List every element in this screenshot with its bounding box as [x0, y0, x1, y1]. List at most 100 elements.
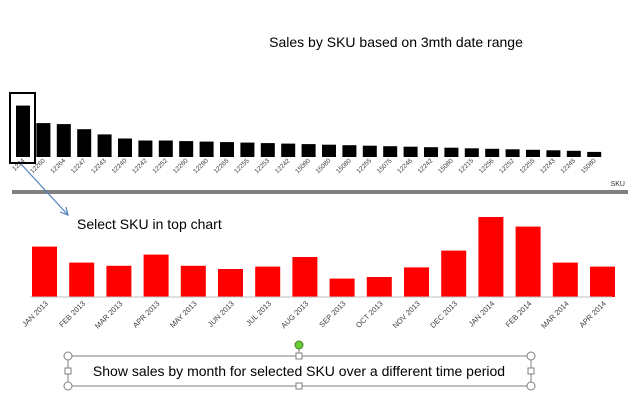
month-tick-label-4: MAY 2013: [168, 299, 199, 330]
top-tick-label-2: 12264: [49, 157, 67, 175]
top-bar-12[interactable]: [260, 143, 275, 157]
top-bar-0[interactable]: [16, 105, 30, 157]
top-tick-label-18: 15075: [376, 157, 394, 175]
top-tick-label-4: 12243: [90, 157, 108, 175]
top-tick-label-15: 15080: [315, 157, 333, 175]
top-bar-14[interactable]: [301, 144, 316, 157]
sku-selection-box[interactable]: [9, 92, 36, 164]
top-bar-5[interactable]: [118, 138, 132, 158]
top-bar-13[interactable]: [281, 143, 296, 157]
month-tick-label-7: AUG 2013: [279, 299, 310, 330]
month-tick-label-2: MAR 2013: [93, 299, 124, 330]
month-bar-3[interactable]: [143, 254, 169, 297]
top-bar-8[interactable]: [179, 141, 194, 157]
top-bar-25[interactable]: [526, 149, 540, 157]
top-bar-19[interactable]: [403, 146, 418, 157]
month-bar-12[interactable]: [478, 217, 504, 297]
resize-handle-bottom-right[interactable]: [526, 381, 536, 391]
chart-divider: [12, 190, 628, 194]
top-bar-16[interactable]: [342, 145, 357, 157]
month-bar-9[interactable]: [366, 277, 392, 297]
month-bar-7[interactable]: [292, 257, 318, 297]
month-bar-1[interactable]: [69, 262, 95, 297]
top-bar-9[interactable]: [199, 141, 214, 157]
top-tick-label-17: 12255: [355, 157, 373, 175]
top-bar-18[interactable]: [383, 146, 398, 157]
top-chart-xaxis-label: SKU: [611, 181, 625, 188]
top-bar-21[interactable]: [444, 147, 459, 157]
top-tick-label-10: 12265: [213, 157, 231, 175]
top-bar-22[interactable]: [464, 148, 479, 157]
top-tick-label-6: 12242: [131, 157, 149, 175]
top-tick-label-0: 1224: [11, 157, 26, 172]
top-bar-20[interactable]: [424, 147, 438, 157]
top-bar-7[interactable]: [158, 140, 173, 158]
top-bar-6[interactable]: [138, 140, 153, 158]
top-bar-1[interactable]: [36, 123, 51, 157]
top-tick-label-16: 15080: [335, 157, 353, 175]
month-bar-0[interactable]: [32, 246, 57, 297]
month-bar-15[interactable]: [590, 266, 615, 297]
top-bar-27[interactable]: [566, 150, 581, 157]
month-bar-8[interactable]: [329, 278, 355, 297]
top-bar-2[interactable]: [56, 124, 71, 157]
month-tick-label-3: APR 2013: [131, 299, 162, 330]
month-tick-label-8: SEP 2013: [317, 299, 347, 329]
top-bar-17[interactable]: [362, 145, 377, 157]
resize-handle-right[interactable]: [527, 367, 535, 375]
month-bar-10[interactable]: [404, 267, 429, 297]
month-bar-5[interactable]: [218, 269, 243, 297]
select-sku-annotation: Select SKU in top chart: [77, 216, 222, 232]
top-bar-11[interactable]: [240, 142, 255, 157]
annotation-textbox[interactable]: Show sales by month for selected SKU ove…: [63, 340, 536, 391]
month-tick-label-0: JAN 2013: [20, 299, 50, 329]
top-bar-4[interactable]: [97, 134, 112, 157]
resize-handle-left[interactable]: [64, 367, 72, 375]
top-tick-label-27: 12245: [559, 157, 577, 175]
top-tick-label-5: 12240: [111, 157, 129, 175]
top-bar-24[interactable]: [505, 149, 520, 157]
rotation-handle[interactable]: [294, 340, 304, 350]
month-bar-6[interactable]: [255, 266, 281, 297]
top-chart-tick-labels: 1224 12260 12264 12247 12243 12240 12242 12252 1…: [11, 157, 598, 175]
month-tick-label-14: MAR 2014: [539, 299, 570, 330]
resize-handle-top[interactable]: [295, 352, 303, 360]
top-chart-title: Sales by SKU based on 3mth date range: [269, 34, 523, 50]
month-bar-14[interactable]: [552, 262, 578, 297]
month-bar-2[interactable]: [106, 265, 132, 297]
resize-handle-top-right[interactable]: [526, 351, 536, 361]
top-bar-3[interactable]: [77, 129, 92, 157]
resize-handle-top-left[interactable]: [63, 351, 73, 361]
top-bar-28[interactable]: [587, 151, 602, 157]
month-tick-label-11: DEC 2013: [428, 299, 459, 330]
resize-handle-bottom-left[interactable]: [63, 381, 73, 391]
resize-handle-bottom[interactable]: [295, 382, 303, 390]
top-bar-23[interactable]: [485, 148, 500, 157]
top-chart-bars: [16, 105, 602, 158]
top-tick-label-11: 12255: [233, 157, 251, 175]
top-tick-label-22: 12215: [457, 157, 475, 175]
callout-arrowhead: [59, 206, 69, 216]
show-sales-annotation: Show sales by month for selected SKU ove…: [93, 363, 505, 379]
top-tick-label-23: 12256: [478, 157, 496, 175]
top-bar-15[interactable]: [322, 144, 336, 157]
month-tick-label-1: FEB 2013: [57, 299, 87, 329]
top-bar-10[interactable]: [220, 142, 234, 157]
top-bar-26[interactable]: [546, 150, 561, 157]
top-tick-label-1: 12260: [29, 157, 47, 175]
top-tick-label-13: 12242: [274, 157, 292, 175]
month-bar-13[interactable]: [515, 226, 541, 297]
top-tick-label-19: 12246: [396, 157, 414, 175]
bottom-chart-tick-labels: JAN 2013 FEB 2013 MAR 2013 APR 2013 MAY 2013…: [20, 299, 608, 330]
month-tick-label-5: JUN 2013: [206, 299, 236, 329]
top-tick-label-14: 15080: [294, 157, 312, 175]
month-bar-11[interactable]: [441, 250, 467, 297]
top-tick-label-21: 15080: [437, 157, 455, 175]
top-tick-label-24: 12252: [498, 157, 516, 175]
top-tick-label-12: 12253: [253, 157, 271, 175]
top-tick-label-28: 15080: [580, 157, 598, 175]
top-tick-label-9: 12280: [192, 157, 210, 175]
month-bar-4[interactable]: [180, 265, 206, 297]
top-tick-label-3: 12247: [70, 157, 88, 175]
callout-arrow: [20, 163, 69, 216]
